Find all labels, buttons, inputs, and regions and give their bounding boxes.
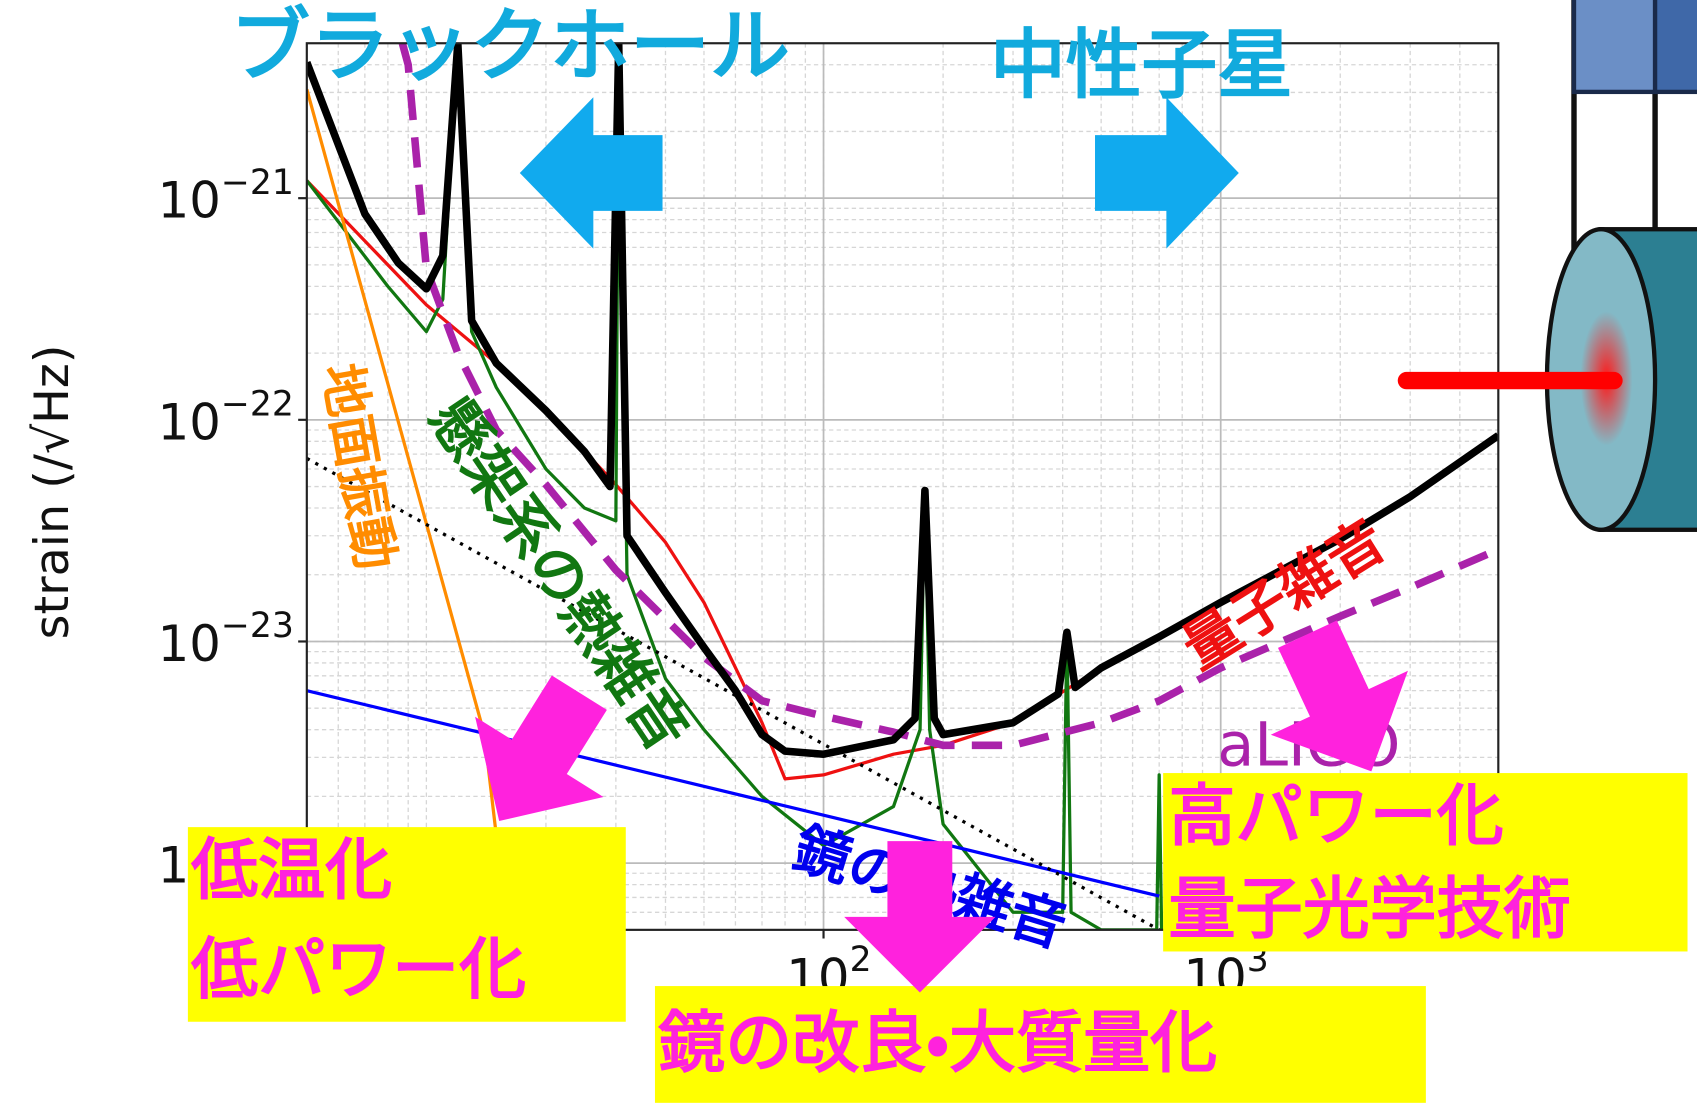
series-line (306, 456, 1160, 930)
tick-exponent: −22 (221, 384, 294, 424)
arrow-down (475, 675, 607, 822)
y-axis-label: strain (/√Hz) (25, 345, 80, 640)
callout-text: 量子光学技術 (1169, 870, 1571, 948)
callout-text: 低温化 (190, 831, 392, 909)
series-line (398, 43, 1499, 750)
tick-label: 10−22 (158, 384, 294, 451)
callout-text: 高パワー化 (1169, 777, 1504, 855)
tick-label: 10−21 (158, 163, 294, 230)
tick-base: 10 (158, 172, 221, 230)
tick-base: 10 (158, 393, 221, 451)
callout-text: 鏡の改良・大質量化 (657, 1004, 1217, 1082)
tick-exponent: −23 (221, 606, 294, 646)
tick-exponent: 2 (850, 940, 872, 980)
series-line (306, 689, 1160, 898)
annotation: ブラックホール (230, 0, 790, 93)
mass-block (1652, 0, 1697, 95)
arrow-down (1270, 620, 1408, 772)
mirror-illustration (1397, 0, 1697, 532)
tick-label: 10−23 (158, 606, 294, 673)
series-line (306, 43, 1499, 758)
tick-base: 10 (158, 615, 221, 673)
callout-text: 低パワー化 (190, 931, 526, 1009)
arrow-down (844, 841, 996, 993)
callout-box (187, 827, 626, 1022)
callout-box (1163, 773, 1688, 952)
curves (306, 43, 1499, 930)
mass-block (1571, 0, 1658, 95)
tick-exponent: −21 (221, 163, 294, 203)
annotation: 中性子星 (990, 21, 1293, 109)
callout-box (654, 986, 1426, 1103)
